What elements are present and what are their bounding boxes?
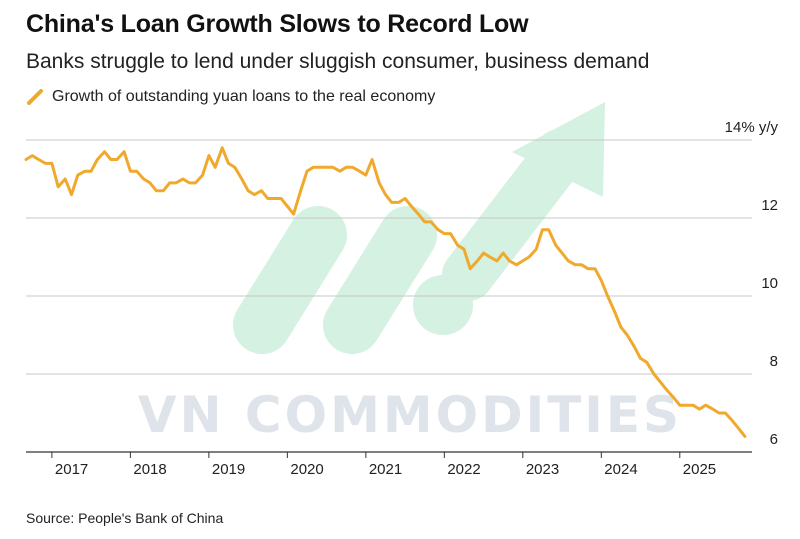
y-tick-label-6: 6 (770, 431, 778, 448)
y-tick-label-10: 10 (761, 275, 778, 292)
source-note: Source: People's Bank of China (26, 510, 224, 526)
x-tick-label-2022: 2022 (447, 461, 480, 478)
watermark-arrow-head (512, 102, 605, 197)
x-tick-label-2019: 2019 (212, 461, 245, 478)
x-tick-label-2021: 2021 (369, 461, 402, 478)
x-tick-label-2025: 2025 (683, 461, 716, 478)
x-tick-label-2023: 2023 (526, 461, 559, 478)
legend: Growth of outstanding yuan loans to the … (26, 88, 435, 106)
x-tick-label-2018: 2018 (133, 461, 166, 478)
y-tick-label-8: 8 (770, 353, 778, 370)
y-tick-label-14: 14% y/y (725, 119, 779, 136)
x-tick-label-2024: 2024 (604, 461, 637, 478)
watermark-bar-1 (233, 206, 347, 354)
watermark-text: VN COMMODITIES (138, 386, 682, 444)
watermark-bar-2 (323, 206, 437, 354)
legend-label: Growth of outstanding yuan loans to the … (52, 88, 436, 105)
x-tick-label-2017: 2017 (55, 461, 88, 478)
x-tick-label-2020: 2020 (290, 461, 323, 478)
legend-swatch-icon (27, 89, 43, 105)
y-tick-label-12: 12 (761, 197, 778, 214)
chart-title: China's Loan Growth Slows to Record Low (26, 10, 529, 38)
chart-subtitle: Banks struggle to lend under sluggish co… (26, 50, 650, 73)
